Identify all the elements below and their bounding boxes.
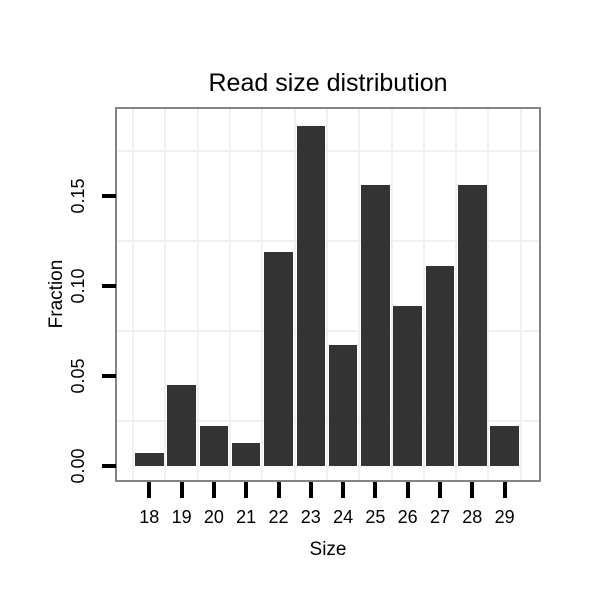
y-axis-tick bbox=[102, 464, 116, 468]
bar-size-22 bbox=[264, 251, 293, 466]
x-tick-label: 26 bbox=[397, 507, 418, 527]
x-axis-tick bbox=[276, 482, 281, 498]
x-tick-label: 19 bbox=[171, 507, 192, 527]
x-tick-label: 21 bbox=[236, 507, 257, 527]
bar-size-29 bbox=[490, 426, 519, 466]
x-tick-label: 20 bbox=[203, 507, 224, 527]
x-axis-tick bbox=[147, 482, 152, 498]
h-gridline bbox=[117, 240, 539, 242]
x-tick-label: 27 bbox=[429, 507, 451, 527]
x-tick-label: 25 bbox=[365, 507, 386, 527]
v-gridline bbox=[196, 109, 199, 480]
x-axis-label: Size bbox=[309, 539, 347, 560]
y-tick-label: 0.10 bbox=[68, 268, 88, 304]
x-tick-label: 23 bbox=[300, 507, 321, 527]
v-gridline bbox=[293, 109, 296, 480]
y-tick-label: 0.05 bbox=[68, 358, 88, 394]
x-axis-tick bbox=[438, 482, 442, 498]
y-axis-tick bbox=[102, 194, 116, 198]
bar-size-19 bbox=[167, 385, 196, 466]
x-tick-label: 29 bbox=[494, 507, 515, 527]
v-gridline bbox=[132, 109, 135, 480]
x-axis-tick bbox=[244, 482, 249, 498]
y-axis-label: Fraction bbox=[46, 259, 67, 329]
x-axis-tick bbox=[373, 482, 378, 498]
h-gridline bbox=[117, 420, 539, 422]
v-gridline bbox=[390, 109, 393, 480]
v-gridline bbox=[164, 109, 167, 480]
x-axis-tick bbox=[211, 482, 216, 498]
v-gridline bbox=[519, 109, 522, 480]
x-tick-label: 18 bbox=[139, 507, 160, 527]
chart-title: Read size distribution bbox=[208, 69, 448, 97]
y-tick-label: 0.00 bbox=[68, 448, 88, 484]
x-axis-tick bbox=[179, 482, 184, 498]
x-axis-tick bbox=[470, 482, 475, 498]
v-gridline bbox=[261, 109, 264, 480]
x-axis-tick bbox=[405, 482, 410, 498]
bar-size-20 bbox=[199, 426, 229, 466]
v-gridline bbox=[487, 109, 490, 480]
bar-size-21 bbox=[231, 442, 261, 466]
bar-size-26 bbox=[393, 305, 422, 466]
h-gridline bbox=[117, 150, 539, 152]
bar-size-18 bbox=[135, 453, 164, 466]
v-gridline bbox=[325, 109, 328, 480]
x-axis-tick bbox=[502, 482, 507, 498]
bar-size-25 bbox=[361, 185, 390, 466]
bar-size-24 bbox=[328, 345, 358, 466]
x-axis-tick bbox=[341, 482, 346, 498]
y-axis-tick bbox=[102, 284, 116, 288]
bar-size-27 bbox=[425, 266, 455, 466]
v-gridline bbox=[229, 109, 232, 480]
y-tick-label: 0.15 bbox=[68, 178, 88, 214]
bar-size-28 bbox=[458, 185, 487, 466]
x-tick-label: 28 bbox=[462, 507, 483, 527]
x-tick-label: 24 bbox=[333, 507, 354, 527]
x-tick-label: 22 bbox=[268, 507, 289, 527]
h-gridline bbox=[117, 330, 539, 332]
y-axis-tick bbox=[102, 374, 116, 378]
v-gridline bbox=[422, 109, 425, 480]
v-gridline bbox=[358, 109, 361, 480]
bar-size-23 bbox=[296, 125, 326, 466]
x-axis-tick bbox=[308, 482, 313, 498]
v-gridline bbox=[455, 109, 458, 480]
